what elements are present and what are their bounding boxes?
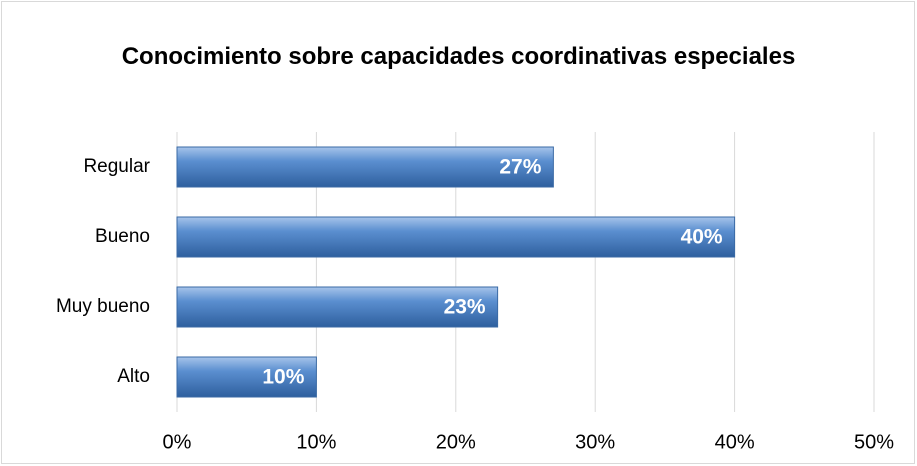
x-tick-label: 40% — [715, 431, 755, 453]
y-tick-label: Alto — [117, 366, 150, 387]
value-label: 10% — [262, 366, 304, 389]
x-tick-label: 50% — [854, 431, 894, 453]
value-label: 40% — [681, 226, 723, 249]
x-tick-label: 30% — [575, 431, 615, 453]
y-tick-label: Muy bueno — [56, 296, 150, 317]
y-tick-label: Bueno — [95, 226, 150, 247]
x-tick-label: 10% — [296, 431, 336, 453]
bar — [176, 286, 499, 328]
chart-title: Conocimiento sobre capacidades coordinat… — [121, 43, 796, 70]
bar — [176, 356, 317, 398]
value-label: 23% — [444, 296, 486, 319]
x-tick-label: 20% — [436, 431, 476, 453]
bar — [176, 146, 554, 188]
value-label: 27% — [499, 156, 541, 179]
bar — [176, 216, 736, 258]
y-tick-label: Regular — [83, 156, 150, 177]
x-tick-label: 0% — [163, 431, 192, 453]
